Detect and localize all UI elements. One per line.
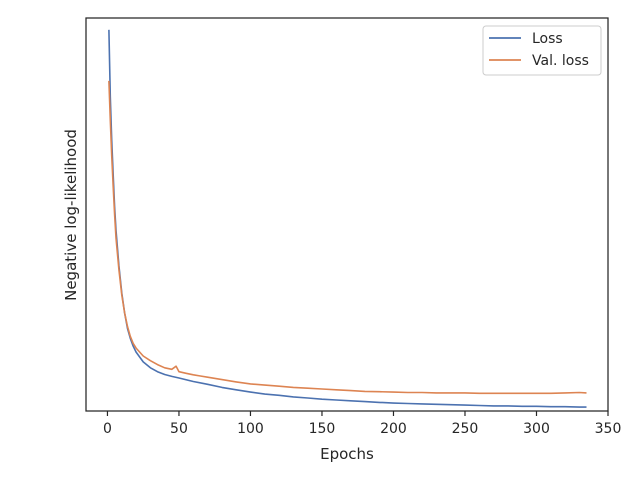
x-axis-label: Epochs [320,445,374,463]
x-tick-label: 200 [380,421,407,437]
x-tick-label: 350 [595,421,622,437]
legend-label-val-loss: Val. loss [532,53,589,69]
series-layer [108,29,587,408]
x-tick-label: 250 [452,421,479,437]
y-axis-label: Negative log-likelihood [62,129,80,301]
legend: Loss Val. loss [482,25,602,76]
series-line-val-loss [108,80,587,395]
x-tick-label: 0 [103,421,112,437]
x-ticks: 0 50 100 150 200 250 300 350 [103,411,621,437]
legend-label-loss: Loss [532,31,563,47]
x-tick-label: 150 [309,421,336,437]
plot-area [85,17,609,412]
x-tick-label: 300 [523,421,550,437]
x-tick-label: 100 [237,421,264,437]
x-tick-label: 50 [170,421,188,437]
